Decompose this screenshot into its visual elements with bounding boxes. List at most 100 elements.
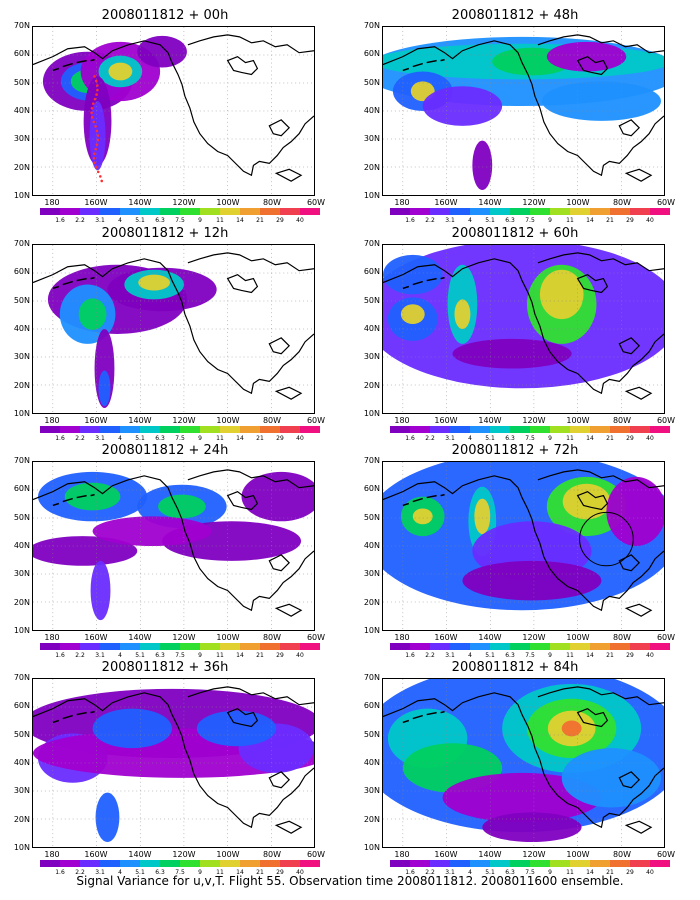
colorbar <box>40 860 320 867</box>
lat-tick-label: 60N <box>13 701 30 711</box>
colorbar-tick-label: 2.2 <box>75 435 85 442</box>
colorbar-swatch <box>220 643 240 650</box>
colorbar-tick-label: 40 <box>646 869 654 876</box>
variance-map <box>33 27 314 195</box>
lon-tick-label: 160W <box>84 416 108 425</box>
flight-track-point <box>99 175 102 178</box>
lat-tick-label: 10N <box>13 626 30 635</box>
variance-contour <box>108 62 133 81</box>
colorbar-swatch <box>630 643 650 650</box>
colorbar-tick-label: 21 <box>606 869 614 876</box>
colorbar-tick-label: 11 <box>566 217 574 224</box>
colorbar-tick-label: 11 <box>216 869 224 876</box>
colorbar-tick-label: 1.6 <box>405 869 415 876</box>
colorbar-swatch <box>510 643 530 650</box>
variance-contour <box>561 748 662 808</box>
variance-contour <box>606 476 664 546</box>
colorbar-swatch <box>120 208 140 215</box>
colorbar-tick-label: 9 <box>548 869 552 876</box>
lon-tick-label: 120W <box>522 416 546 425</box>
flight-track-point <box>94 147 97 151</box>
colorbar-swatch <box>390 426 410 433</box>
lon-tick-label: 180 <box>44 198 60 207</box>
colorbar-tick-label: 14 <box>236 217 244 224</box>
lat-tick-label: 50N <box>363 77 380 87</box>
colorbar-swatch <box>550 860 570 867</box>
colorbar-swatch <box>200 208 220 215</box>
colorbar <box>390 643 670 650</box>
lat-tick-label: 40N <box>363 758 380 767</box>
colorbar-tick-label: 29 <box>626 652 634 659</box>
map-plot <box>32 678 315 848</box>
colorbar-tick-label: 11 <box>566 869 574 876</box>
colorbar-tick-label: 2.2 <box>75 652 85 659</box>
lat-tick-label: 30N <box>13 134 30 144</box>
aleutian-islands <box>52 276 95 290</box>
variance-contour <box>562 483 611 520</box>
colorbar-swatch <box>470 426 490 433</box>
colorbar-swatch <box>60 426 80 433</box>
colorbar-labels: 1.6 2.2 3.1 4 5.1 6.3 7.5 9 11 14 21 29 40 <box>40 217 320 225</box>
colorbar-swatch <box>300 643 320 650</box>
colorbar-tick-label: 5.1 <box>485 435 495 442</box>
colorbar <box>40 426 320 433</box>
colorbar-tick-label: 14 <box>236 869 244 876</box>
aleutian-islands <box>402 276 445 290</box>
lon-tick-label: 80W <box>612 850 632 859</box>
lat-tick-label: 30N <box>13 569 30 579</box>
panel-24h: 2008011812 + 24h 70N 60N 50N 40N 30N 20N 10N 18… <box>0 443 330 659</box>
colorbar-swatch <box>100 860 120 867</box>
colorbar-swatch <box>570 208 590 215</box>
flight-track-point <box>92 156 96 160</box>
colorbar-swatch <box>470 860 490 867</box>
colorbar-tick-label: 5.1 <box>485 217 495 224</box>
verification-region-circle <box>579 511 634 567</box>
lon-tick-label: 120W <box>522 850 546 859</box>
colorbar-swatch <box>280 643 300 650</box>
lat-tick-label: 50N <box>13 77 30 87</box>
lat-tick-label: 40N <box>363 541 380 550</box>
lat-tick-label: 10N <box>363 843 380 852</box>
colorbar-tick-label: 1.6 <box>405 652 415 659</box>
coastline <box>33 252 314 400</box>
lon-tick-label: 80W <box>612 416 632 425</box>
colorbar-tick-label: 1.6 <box>405 217 415 224</box>
lon-tick-label: 180 <box>394 850 410 859</box>
lat-tick-label: 50N <box>363 512 380 522</box>
variance-contour <box>78 298 107 330</box>
colorbar-swatch <box>200 643 220 650</box>
flight-track-point <box>96 138 100 142</box>
colorbar-swatch <box>180 426 200 433</box>
lon-tick-label: 160W <box>84 198 108 207</box>
colorbar-swatch <box>530 860 550 867</box>
map-plot <box>382 678 665 848</box>
lat-tick-label: 50N <box>13 729 30 739</box>
colorbar-swatch <box>450 426 470 433</box>
colorbar-tick-label: 14 <box>236 652 244 659</box>
colorbar-tick-label: 1.6 <box>55 217 65 224</box>
colorbar-swatch <box>40 860 60 867</box>
colorbar-tick-label: 2.2 <box>75 217 85 224</box>
colorbar-swatch <box>590 426 610 433</box>
variance-contour <box>422 86 503 126</box>
colorbar-tick-label: 4 <box>468 217 472 224</box>
coastline <box>383 686 664 834</box>
lat-tick-label: 20N <box>13 380 30 390</box>
colorbar-swatch <box>390 860 410 867</box>
colorbar-tick-label: 1.6 <box>55 435 65 442</box>
lat-tick-label: 60N <box>13 49 30 59</box>
colorbar-swatch <box>280 860 300 867</box>
lon-tick-label: 60W <box>656 633 676 642</box>
lon-tick-label: 100W <box>216 633 240 642</box>
colorbar-swatch <box>430 208 450 215</box>
colorbar-swatch <box>650 426 670 433</box>
colorbar-swatch <box>260 426 280 433</box>
colorbar-swatch <box>570 426 590 433</box>
variance-map <box>383 27 664 195</box>
colorbar-swatch <box>280 208 300 215</box>
colorbar-swatch <box>630 860 650 867</box>
lat-tick-label: 70N <box>13 456 30 465</box>
colorbar-swatch <box>240 426 260 433</box>
colorbar-tick-label: 21 <box>256 869 264 876</box>
lat-tick-label: 50N <box>13 295 30 305</box>
